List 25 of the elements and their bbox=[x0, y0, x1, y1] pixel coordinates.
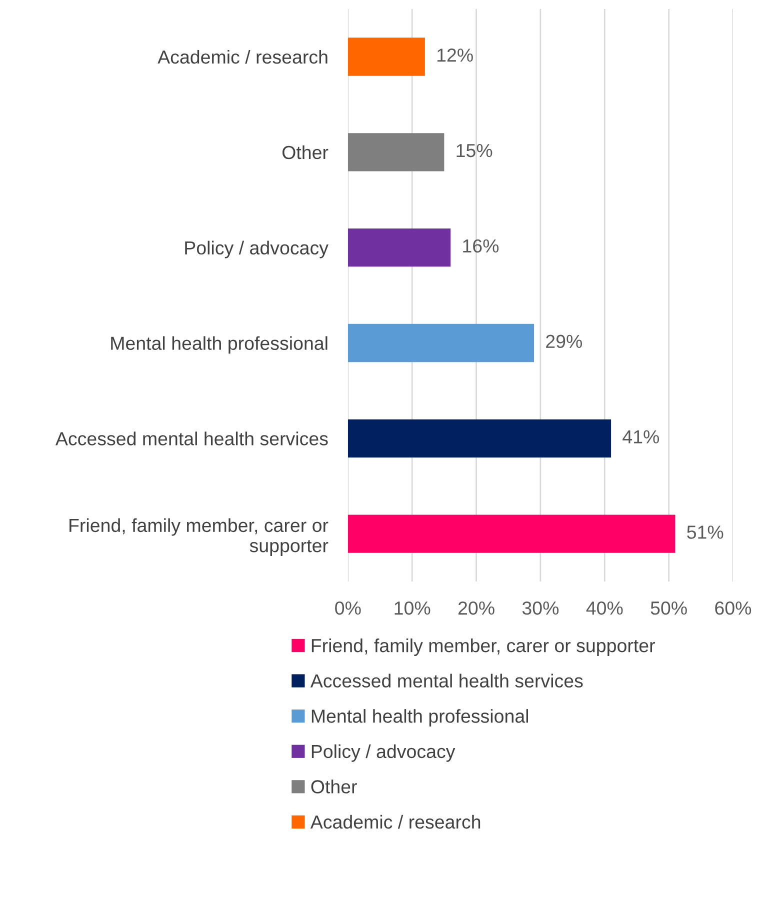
legend-label: Mental health professional bbox=[312, 709, 528, 727]
y-tick-label: Policy / advocacy bbox=[185, 240, 328, 258]
legend-label: Policy / advocacy bbox=[312, 744, 456, 762]
data-label: 16% bbox=[463, 239, 499, 253]
y-tick-label: Mental health professional bbox=[111, 336, 328, 354]
x-tick-label: 60% bbox=[715, 601, 752, 615]
x-tick-label: 40% bbox=[586, 601, 623, 615]
x-tick-label: 20% bbox=[458, 601, 494, 615]
legend-label: Accessed mental health services bbox=[310, 674, 583, 688]
legend-label: Other bbox=[311, 780, 357, 794]
x-tick-label: 10% bbox=[394, 601, 430, 615]
legend-label: Academic / research bbox=[310, 814, 480, 829]
y-tick-label: Accessed mental health services bbox=[55, 432, 328, 446]
y-tick-label: Friend, family member, carer or supporter bbox=[70, 518, 328, 556]
data-label: 12% bbox=[437, 48, 473, 62]
data-label: 29% bbox=[546, 334, 582, 348]
data-label: 51% bbox=[687, 526, 724, 539]
legend-label: Friend, family member, carer or supporter bbox=[312, 638, 655, 656]
x-tick-label: 50% bbox=[650, 601, 687, 615]
data-label: 41% bbox=[622, 430, 660, 444]
y-tick-label: Academic / research bbox=[158, 50, 328, 64]
y-tick-label: Other bbox=[282, 145, 328, 160]
data-label: 15% bbox=[456, 144, 492, 158]
x-tick-label: 0% bbox=[335, 601, 361, 615]
x-tick-label: 30% bbox=[522, 601, 559, 615]
